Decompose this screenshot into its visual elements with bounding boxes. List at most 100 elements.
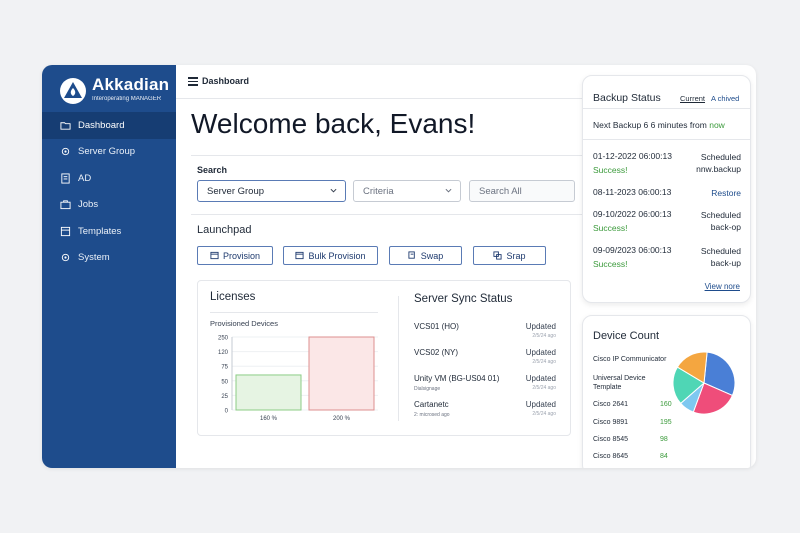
divider xyxy=(191,155,586,156)
stats-card: Licenses Provisioned Devices 250 120 75 50 2… xyxy=(197,280,571,436)
backup-date: 09-09/2023 06:00:13 xyxy=(593,245,672,255)
brand-name: Akkadian xyxy=(92,75,170,94)
launchpad-title: Launchpad xyxy=(197,224,252,236)
folder-icon xyxy=(60,122,71,130)
next-backup-text: Next Backup 6 6 minutes from now xyxy=(593,120,725,130)
criteria-select[interactable]: Criteria xyxy=(353,180,461,202)
srap-button[interactable]: Srap xyxy=(473,246,546,265)
sidebar-item-label: Jobs xyxy=(78,199,99,211)
chart-x-label: 200 % xyxy=(333,416,351,422)
briefcase-icon xyxy=(60,200,71,210)
device-value: 98 xyxy=(660,436,668,443)
chart-ytick-label: 50 xyxy=(221,379,228,385)
device-name: Cisco IP Communicator xyxy=(593,356,667,363)
sync-server-name: VCS01 (HO) xyxy=(414,322,459,331)
sync-status-time: 2/5/24 ago xyxy=(532,359,556,365)
next-backup-prefix: Next Backup 6 6 minutes from xyxy=(593,120,710,130)
bulk-provision-icon xyxy=(295,251,305,260)
welcome-heading: Welcome back, Evans! xyxy=(191,108,476,139)
backup-date: 01-12-2022 06:00:13 xyxy=(593,151,672,161)
document-icon xyxy=(61,173,70,184)
restore-link[interactable]: Restore xyxy=(711,188,741,198)
swap-button[interactable]: Swap xyxy=(389,246,462,265)
pie-slice xyxy=(676,351,708,384)
sync-row: Unity VM (BG-US04 01) Dialsignage Update… xyxy=(414,374,556,398)
sidebar-item-dashboard[interactable]: Dashboard xyxy=(42,112,176,139)
device-count-pie-chart xyxy=(672,351,736,415)
akkadian-logo-icon xyxy=(60,78,86,104)
sidebar-item-label: AD xyxy=(78,172,92,184)
sync-status: Updated xyxy=(525,374,556,383)
app-window: Akkadian Interoperating MANAGER Dashboar… xyxy=(42,65,756,468)
page-title: Dashboard xyxy=(202,76,250,86)
chart-ytick-label: 0 xyxy=(225,409,229,415)
sync-server-name: VCS02 (NY) xyxy=(414,348,459,357)
search-input-placeholder: Search All xyxy=(479,185,522,197)
provision-button[interactable]: Provision xyxy=(197,246,273,265)
backup-status: Scheduled back-op xyxy=(700,210,741,232)
backup-status: Scheduled back-up xyxy=(700,246,741,268)
sync-row: VCS01 (HO) Updated 2/5/24 ago xyxy=(414,322,556,346)
licenses-title: Licenses xyxy=(210,291,256,303)
topbar: Dashboard xyxy=(176,65,586,99)
sidebar-item-system[interactable]: System xyxy=(42,245,176,272)
sync-status-time: 2/5/24 ago xyxy=(532,333,556,339)
chart-ytick-label: 75 xyxy=(221,365,228,371)
sidebar-item-label: Dashboard xyxy=(78,119,125,131)
chevron-down-icon xyxy=(445,188,452,193)
chart-bar xyxy=(308,336,375,411)
chart-ytick-label: 25 xyxy=(221,394,228,400)
device-name: Cisco 8545 xyxy=(593,436,629,443)
tab-archived[interactable]: A chived xyxy=(711,94,740,103)
sync-status-time: 2/5/24 ago xyxy=(532,385,556,391)
view-more-link[interactable]: View nore xyxy=(704,282,740,291)
device-count-title: Device Count xyxy=(593,330,660,342)
divider xyxy=(210,312,378,313)
pie-slice xyxy=(672,366,705,405)
device-name: Universal Device Template xyxy=(593,375,646,391)
hamburger-menu-icon[interactable] xyxy=(188,77,198,86)
swap-icon xyxy=(408,251,415,259)
server-group-select[interactable]: Server Group xyxy=(197,180,346,202)
backup-date: 08-11-2023 06:00:13 xyxy=(593,187,672,197)
sidebar-item-server-group[interactable]: Server Group xyxy=(42,139,176,166)
next-backup-now: now xyxy=(709,120,725,130)
brand-subtitle: Interoperating MANAGER xyxy=(92,96,162,102)
sync-server-sub: Dialsignage xyxy=(414,386,441,392)
sync-row: Cartanetc 2: microsed ago Updated 2/5/24… xyxy=(414,400,556,424)
device-name: Cisco 8645 xyxy=(593,453,629,460)
sidebar-item-label: System xyxy=(78,252,110,264)
gear-icon xyxy=(61,148,70,156)
divider xyxy=(583,139,751,140)
sidebar-item-ad[interactable]: AD xyxy=(42,165,176,192)
chart-bar xyxy=(235,374,302,411)
brand: Akkadian Interoperating MANAGER xyxy=(58,73,176,113)
main-content: Dashboard Welcome back, Evans! Search Se… xyxy=(176,65,756,468)
backup-result: Success! xyxy=(593,223,628,233)
device-value: 160 xyxy=(660,401,672,408)
srap-button-label: Srap xyxy=(506,250,526,261)
backup-date: 09-10/2022 06:00:13 xyxy=(593,209,672,219)
tab-current[interactable]: Current xyxy=(680,94,706,103)
divider xyxy=(191,214,586,215)
bulk-provision-button[interactable]: Bulk Provision xyxy=(283,246,378,265)
backup-result: Success! xyxy=(593,165,628,175)
backup-status-card: Backup Status Current A chived Next Back… xyxy=(582,75,751,303)
sync-row: VCS02 (NY) Updated 2/5/24 ago xyxy=(414,348,556,372)
backup-status: Scheduled nnw.backup xyxy=(696,152,741,174)
sidebar-nav: Dashboard Server Group AD Jobs Templates… xyxy=(42,112,176,271)
sidebar-item-templates[interactable]: Templates xyxy=(42,218,176,245)
backup-result: Success! xyxy=(593,259,628,269)
sync-title: Server Sync Status xyxy=(414,293,513,305)
device-name: Cisco 9891 xyxy=(593,419,629,426)
sidebar-item-jobs[interactable]: Jobs xyxy=(42,192,176,219)
pie-slice xyxy=(692,382,734,415)
divider xyxy=(583,108,751,109)
search-input[interactable]: Search All xyxy=(469,180,575,202)
sync-status: Updated xyxy=(525,400,556,409)
backup-row: 08-11-2023 06:00:13 Restore xyxy=(593,187,741,223)
pie-slice xyxy=(703,351,736,397)
gear-icon xyxy=(61,254,70,262)
sync-status: Updated xyxy=(525,348,556,357)
